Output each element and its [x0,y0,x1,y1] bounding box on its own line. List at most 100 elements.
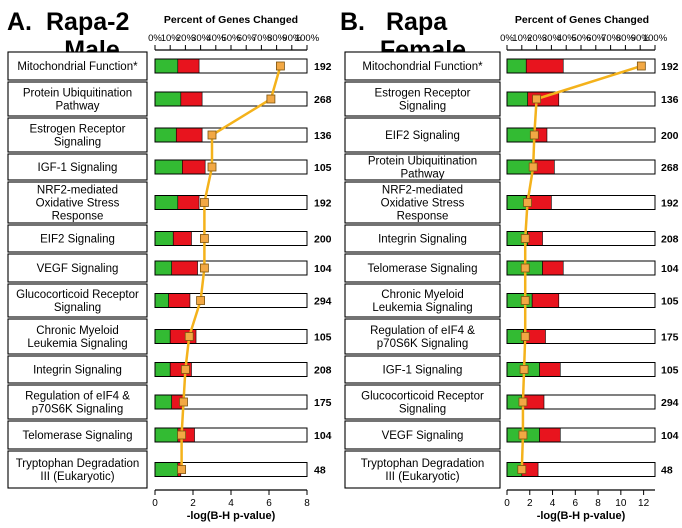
pvalue-marker [207,130,217,140]
pathway-label-line: Mitochondrial Function* [362,61,483,73]
top-tick-label: 100% [643,33,668,44]
bar-outline [506,394,656,410]
bar-up-segment [506,159,533,175]
top-tick-label: 0% [148,33,162,44]
pathway-label: Integrin Signaling [33,365,122,377]
pvalue-marker [199,234,209,243]
pathway-label: VEGF Signaling [37,263,119,275]
pathway-label-box [7,283,148,318]
pathway-label-box [7,253,148,283]
bar-up-segment [154,362,171,377]
top-tick-label: 10% [512,33,532,44]
bar-outline [506,462,656,477]
gene-count: 104 [314,263,332,275]
pathway-label-box [344,253,501,283]
top-tick-label: 70% [601,33,621,44]
gene-count: 175 [661,332,679,344]
bar-outline [506,329,656,344]
pvalue-marker [199,198,209,207]
pvalue-marker [523,198,532,207]
gene-count: 294 [314,296,332,308]
pathway-label: Telomerase Signaling [368,263,478,275]
pathway-label-line: Response [52,211,104,223]
pathway-label-line: p70S6K Signaling [377,338,468,350]
bar-down-segment [539,362,561,377]
pathway-label: Glucocorticoid Receptor Signaling [16,289,139,314]
bar-up-segment [506,58,527,74]
top-tick-label: 50% [571,33,591,44]
pathway-label-line: Mitochondrial Function* [17,61,138,73]
pathway-label-box [344,450,501,489]
pathway-label-line: III (Eukaryotic) [385,471,459,483]
bar-outline [154,293,308,308]
pvalue-marker [275,61,285,71]
gene-count: 105 [314,162,332,174]
bar-outline [154,260,308,276]
bottom-tick-label: 4 [550,498,556,509]
pathway-label-box [344,224,501,253]
pathway-label-box [344,355,501,384]
bar-outline [506,427,656,443]
pvalue-marker [518,430,528,440]
bar-outline [154,58,308,74]
pathway-label-line: Protein Ubiquitination [368,156,477,168]
pathway-label-box [344,181,501,224]
bar-outline [506,362,656,377]
pathway-label: Estrogen Receptor Signaling [30,124,126,149]
pathway-label-line: NRF2-mediated [37,185,118,197]
pathway-label-line: Estrogen Receptor [30,124,126,136]
bottom-tick-label: 6 [266,498,272,509]
gene-count: 105 [314,332,332,344]
pathway-label-box [7,117,148,153]
pathway-label-box [7,318,148,355]
bar-outline [154,329,308,344]
pathway-label-line: Leukemia Signaling [372,302,472,314]
pathway-label-box [344,81,501,117]
pathway-label: Estrogen Receptor Signaling [375,88,471,113]
top-tick-label: 60% [586,33,606,44]
top-tick-label: 40% [206,33,226,44]
pathway-label-box [344,318,501,355]
pathway-label-box [344,420,501,450]
bar-up-segment [154,293,169,308]
top-tick-label: 0% [500,33,514,44]
bar-down-segment [182,159,206,175]
bar-outline [154,195,308,210]
bar-down-segment [539,427,561,443]
bar-up-segment [154,462,179,477]
bottom-tick-label: 10 [615,498,627,509]
pathway-label-line: Pathway [55,101,99,113]
pathway-label: Mitochondrial Function* [17,61,138,73]
bar-up-segment [154,427,179,443]
top-tick-label: 50% [221,33,241,44]
bar-up-segment [506,91,529,107]
pathway-label-line: Integrin Signaling [378,234,467,246]
pvalue-marker [520,332,530,341]
pvalue-marker [520,234,530,243]
bar-down-segment [527,231,543,246]
bottom-tick-label: 12 [638,498,650,509]
pathway-label-line: III (Eukaryotic) [40,471,114,483]
pathway-label-line: IGF-1 Signaling [383,365,463,377]
gene-count: 268 [314,94,332,106]
gene-count: 200 [314,234,332,246]
pathway-label: Mitochondrial Function* [362,61,483,73]
bar-outline [506,231,656,246]
pathway-label-box [7,181,148,224]
pathway-label: Chronic Myeloid Leukemia Signaling [372,289,472,314]
bottom-tick-label: 0 [504,498,510,509]
pvalue-marker [196,296,206,305]
bar-outline [506,159,656,175]
pathway-label-line: Regulation of eIF4 & [370,325,475,337]
gene-count: 136 [661,94,679,106]
pvalue-marker [266,94,276,104]
top-tick-label: 20% [527,33,547,44]
bar-down-segment [542,260,564,276]
bar-outline [506,58,656,74]
gene-count: 104 [314,430,332,442]
bottom-tick-label: 2 [527,498,533,509]
pathway-label-line: EIF2 Signaling [40,234,115,246]
pathway-label-line: Leukemia Signaling [27,338,127,350]
